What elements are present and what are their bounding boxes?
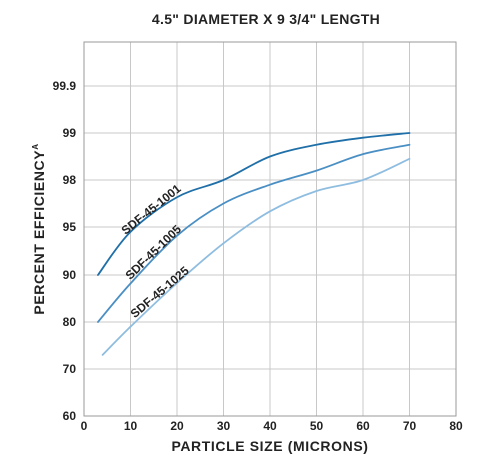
x-tick-label: 70 — [403, 419, 417, 433]
y-axis-title: PERCENT EFFICIENCYA — [31, 143, 47, 314]
x-tick-label: 60 — [356, 419, 370, 433]
y-tick-label: 80 — [63, 315, 77, 329]
x-tick-label: 40 — [263, 419, 277, 433]
plot-frame — [83, 41, 457, 417]
x-tick-label: 20 — [170, 419, 184, 433]
y-tick-label: 70 — [63, 362, 77, 376]
y-tick-label: 90 — [63, 268, 77, 282]
x-tick-label: 50 — [310, 419, 324, 433]
series-layer — [97, 132, 411, 356]
y-tick-label: 60 — [63, 409, 77, 423]
x-tick-label: 30 — [217, 419, 231, 433]
y-axis-title-group: PERCENT EFFICIENCYA — [31, 143, 47, 314]
y-tick-label: 98 — [63, 173, 77, 187]
chart-title: 4.5" DIAMETER X 9 3/4" LENGTH — [152, 11, 380, 27]
series-line — [101, 157, 411, 356]
y-tick-label: 95 — [63, 220, 77, 234]
x-tick-label: 10 — [124, 419, 138, 433]
x-tick-label: 80 — [449, 419, 463, 433]
series-line — [97, 132, 411, 276]
y-axis-title-superscript: A — [31, 143, 40, 149]
y-tick-labels: 60 70 80 90 95 98 99 99.9 — [53, 79, 77, 423]
y-tick-label: 99.9 — [53, 79, 77, 93]
grid-layer — [83, 41, 457, 417]
series-line — [97, 143, 411, 323]
x-axis-title: PARTICLE SIZE (MICRONS) — [171, 438, 368, 454]
x-tick-labels: 0 10 20 30 40 50 60 70 80 — [81, 419, 463, 433]
x-tick-label: 0 — [81, 419, 88, 433]
y-axis-title-text: PERCENT EFFICIENCY — [31, 150, 47, 315]
y-tick-label: 99 — [63, 126, 77, 140]
